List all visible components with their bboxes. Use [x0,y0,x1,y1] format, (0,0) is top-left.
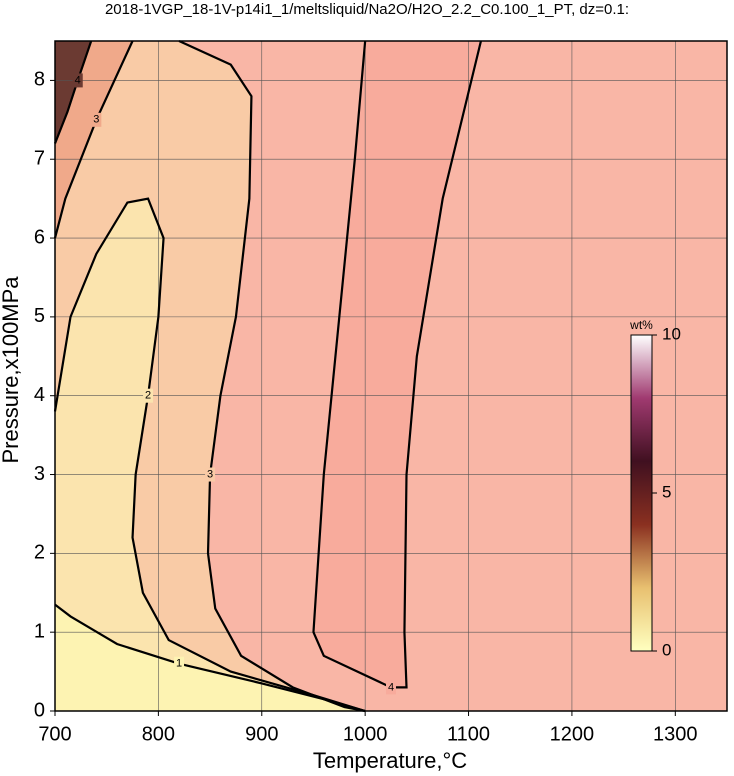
x-tick-label: 800 [142,723,175,745]
y-tick-label: 4 [34,384,45,406]
contour-label: 4 [75,74,81,86]
plot-frame [54,40,728,712]
y-tick-label: 0 [34,699,45,721]
contour-label-bg [91,112,102,127]
contour-fill [55,198,366,711]
contour-label: 3 [93,114,99,126]
colorbar-tick-label: 10 [662,324,681,343]
y-tick-label: 7 [34,148,45,170]
contour-label: 1 [176,658,182,670]
x-tick-label: 1300 [653,723,698,745]
contour-label: 2 [145,390,151,402]
x-tick-label: 900 [245,723,278,745]
contour-line [53,40,93,144]
contour-fill [55,604,366,711]
colorbar [630,334,653,652]
colorbar-title: wt% [629,318,653,332]
y-tick-label: 8 [34,69,45,91]
contour-label-bg [386,680,396,695]
x-tick-label: 1000 [343,723,388,745]
y-tick-label: 3 [34,463,45,485]
y-tick-label: 1 [34,620,45,642]
x-axis-title: Temperature,°C [313,748,467,773]
contour-fill [313,41,481,688]
contour-label-bg [174,656,185,671]
chart-title: 2018-1VGP_18-1V-p14i1_1/meltsliquid/Na2O… [105,1,629,18]
contour-label-bg [143,388,154,403]
contour-label: 4 [388,681,394,693]
contour-line [53,40,134,239]
contour-label: 3 [207,468,213,480]
x-tick-label: 700 [38,723,71,745]
y-axis-title: Pressure,x100MPa [0,276,23,464]
contour-label-bg [72,73,83,88]
colorbar-tick-label: 5 [662,482,671,501]
contour-line [312,40,483,689]
x-tick-label: 1100 [447,723,490,745]
y-tick-label: 2 [34,542,45,564]
y-tick-label: 6 [34,226,45,248]
colorbar-tick-label: 0 [662,640,671,659]
x-tick-label: 1200 [550,723,595,745]
y-tick-label: 5 [34,305,45,327]
contour-label-bg [205,467,216,482]
